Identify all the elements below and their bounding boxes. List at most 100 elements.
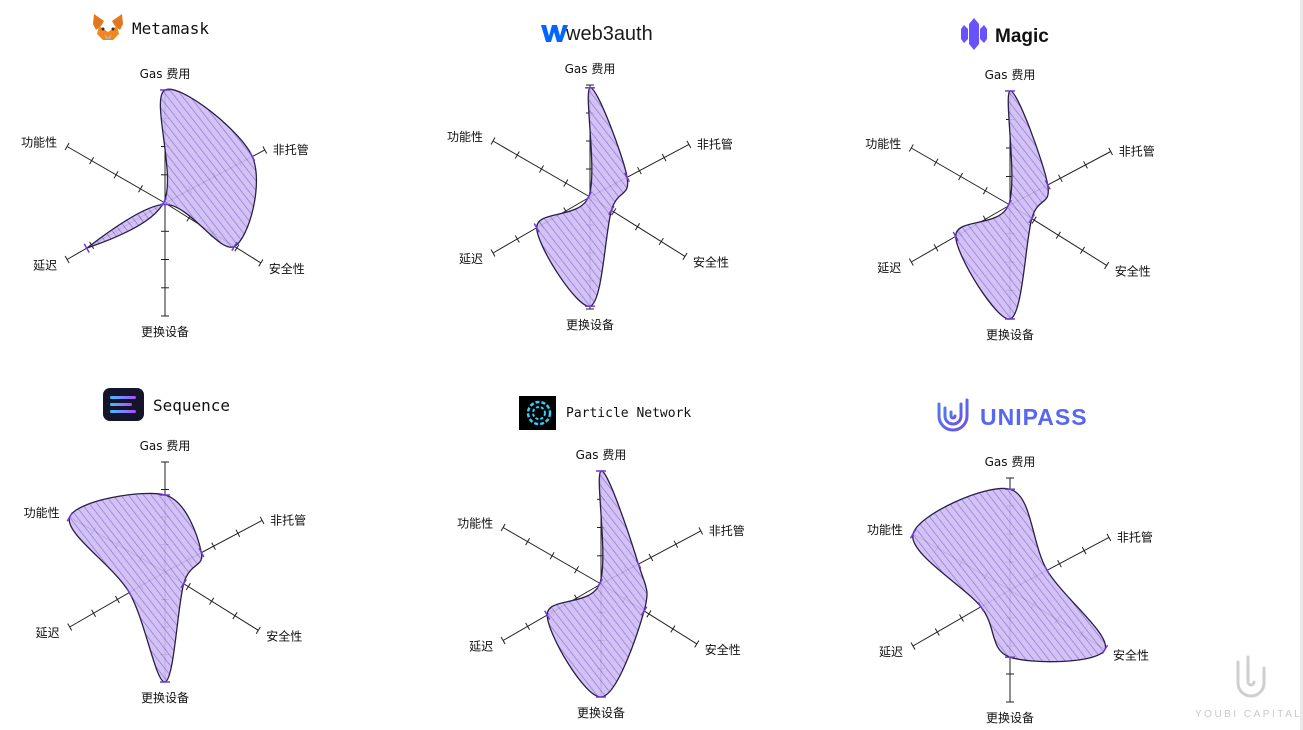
value-marker-non-custodial [1044,180,1051,190]
tick-functionality-4 [500,523,506,532]
tick-security-3 [232,612,238,620]
tick-latency-4 [910,642,916,650]
tick-latency-3 [525,622,531,631]
axis-label-latency: 延迟 [877,261,901,275]
sequence-logo [103,388,144,421]
tick-functionality-2 [549,552,555,560]
value-marker-functionality [909,529,917,539]
tick-security-4 [1104,261,1110,270]
tick-latency-3 [934,628,940,636]
youbi-watermark: YOUBI CAPITAL [1195,655,1302,720]
value-marker-non-custodial [1044,565,1051,576]
tick-functionality-3 [89,156,95,165]
value-marker-functionality [596,578,603,588]
value-marker-latency [544,610,551,620]
particle-logo [519,396,556,430]
axis-label-device-switch: 更换设备 [986,328,1034,342]
axis-label-functionality: 功能性 [24,506,60,520]
data-area-particle-network [546,470,648,698]
tick-non-custodial-2 [1058,174,1063,183]
tick-non-custodial-2 [211,542,216,550]
magic-logo [961,18,987,50]
fox-logo [93,14,123,40]
brand-name-particle-network: Particle Network [566,406,691,421]
watermark-text: YOUBI CAPITAL [1195,709,1302,720]
tick-latency-2 [959,614,964,622]
tick-non-custodial-2 [1057,559,1062,568]
particle-header: Particle Network [519,396,691,430]
value-marker-latency [952,231,959,242]
window-edge-strip [1300,0,1303,730]
tick-security-4 [682,252,688,260]
axis-label-functionality: 功能性 [21,136,57,150]
tick-non-custodial-4 [1106,533,1112,542]
value-marker-latency [977,602,985,612]
axis-label-security: 安全性 [266,628,302,643]
tick-security-1 [185,582,191,591]
value-marker-security [1101,644,1109,654]
tick-functionality-2 [539,165,544,173]
value-marker-security [231,241,238,252]
value-marker-functionality [160,197,167,207]
axis-label-gas-fee: Gas 费用 [576,448,627,462]
tick-functionality-3 [514,151,520,159]
tick-security-2 [209,597,215,605]
tick-latency-4 [490,249,496,257]
tick-non-custodial-4 [698,527,704,535]
web3auth-header: web3auth [541,23,653,45]
tick-functionality-4 [64,142,70,151]
tick-security-3 [658,237,664,246]
value-marker-functionality [66,512,73,522]
axis-label-non-custodial: 非托管 [270,512,306,527]
axis-label-functionality: 功能性 [457,517,493,531]
axis-label-device-switch: 更换设备 [986,711,1034,725]
value-marker-non-custodial [624,172,631,183]
tick-non-custodial-4 [259,516,265,525]
tick-latency-4 [64,255,70,264]
axis-label-gas-fee: Gas 费用 [985,455,1036,469]
axis-label-latency: 延迟 [36,626,60,640]
tick-functionality-1 [138,185,143,193]
axis-label-non-custodial: 非托管 [1117,529,1153,544]
tick-latency-3 [514,235,520,243]
tick-latency-3 [91,609,97,617]
tick-security-4 [255,626,261,634]
tick-functionality-1 [574,566,579,574]
data-area-web3auth [536,87,629,307]
axis-label-functionality: 功能性 [447,130,483,144]
tick-functionality-2 [113,171,119,179]
value-marker-functionality [585,191,592,201]
tick-non-custodial-3 [661,153,667,162]
tick-security-3 [234,244,240,252]
axis-label-latency: 延迟 [469,640,493,654]
brand-name-sequence: Sequence [153,396,230,415]
tick-latency-2 [114,595,120,604]
tick-non-custodial-3 [673,540,679,548]
axis-label-device-switch: 更换设备 [141,691,189,705]
tick-security-3 [670,625,676,633]
axis-label-latency: 延迟 [459,252,483,266]
axis-label-functionality: 功能性 [867,523,903,537]
tick-functionality-4 [490,137,496,145]
value-marker-functionality [1005,199,1012,209]
tick-latency-4 [908,258,914,266]
axis-label-device-switch: 更换设备 [141,325,189,339]
tick-security-4 [694,640,700,648]
axis-label-non-custodial: 非托管 [709,523,745,538]
youbi-logo [1236,655,1266,698]
value-marker-non-custodial [198,547,205,558]
tick-security-2 [1055,231,1061,239]
axis-label-gas-fee: Gas 费用 [140,439,191,453]
value-marker-security [608,205,615,215]
tick-latency-4 [500,636,506,645]
value-marker-latency [533,223,540,233]
axis-label-device-switch: 更换设备 [566,318,614,332]
tick-security-2 [646,610,652,618]
